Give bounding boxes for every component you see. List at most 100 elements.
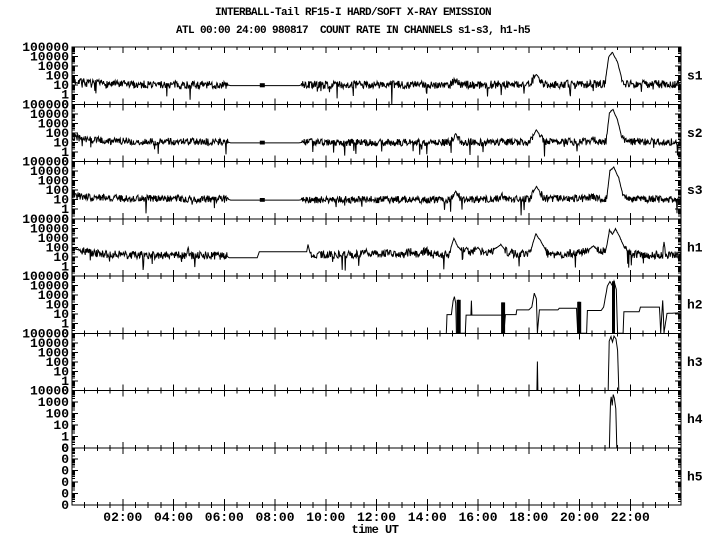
y-tick-label: 100000 [22, 97, 69, 112]
channel-label-h2: h2 [687, 298, 703, 313]
y-tick-label: 100000 [22, 40, 69, 55]
y-tick-label: 0 [61, 452, 69, 467]
panel-frame [71, 103, 682, 162]
y-tick-label: 100 [46, 406, 70, 421]
y-tick-label: 0 [61, 441, 69, 456]
y-tick-label: 1 [61, 374, 69, 389]
y-tick-label: 10 [53, 193, 69, 208]
y-tick-label: 1000 [38, 345, 69, 360]
channel-label-h4: h4 [687, 412, 703, 427]
series-h2 [445, 279, 681, 334]
y-tick-label: 100 [46, 355, 70, 370]
y-tick-label: 100000 [22, 155, 69, 170]
y-tick-label: 100 [46, 126, 70, 141]
y-tick-label: 1000 [38, 59, 69, 74]
channel-label-h5: h5 [687, 469, 703, 484]
x-tick-label: 08:00 [255, 510, 294, 525]
y-tick-label: 1000 [38, 395, 69, 410]
y-tick-label: 10000 [30, 336, 69, 351]
series-h4 [608, 394, 618, 448]
y-tick-label: 10 [53, 418, 69, 433]
panel-frame [71, 275, 682, 334]
chart-subtitle: ATL 00:00 24:00 980817 COUNT RATE IN CHA… [175, 25, 531, 37]
data-bar-s2 [259, 140, 265, 145]
panel-frame [71, 46, 682, 105]
panel-frame [71, 332, 682, 391]
y-tick-label: 1000 [38, 174, 69, 189]
y-tick-label: 100000 [22, 326, 69, 341]
y-tick-label: 10 [53, 364, 69, 379]
y-tick-label: 1000 [38, 288, 69, 303]
y-tick-label: 0 [61, 212, 69, 227]
y-tick-label: 100 [46, 69, 70, 84]
panel-frame [71, 447, 682, 506]
x-tick-label: 20:00 [560, 510, 599, 525]
y-tick-label: 100 [46, 298, 70, 313]
y-tick-label: 10000 [30, 50, 69, 65]
y-tick-label: 0 [61, 464, 69, 479]
x-tick-label: 12:00 [357, 510, 396, 525]
y-tick-label: 1 [61, 260, 69, 275]
y-tick-label: 10 [53, 135, 69, 150]
data-bar-h2 [612, 281, 615, 334]
y-tick-label: 1 [61, 202, 69, 217]
x-tick-label: 06:00 [205, 510, 244, 525]
panel-frame [71, 161, 682, 220]
y-tick-label: 10000 [30, 384, 69, 399]
y-tick-label: 1 [61, 145, 69, 160]
y-tick-label: 0 [61, 269, 69, 284]
y-tick-label: 10000 [30, 221, 69, 236]
series-s3 [72, 166, 681, 216]
y-tick-label: 10 [53, 78, 69, 93]
y-tick-label: 0 [61, 155, 69, 170]
data-bar-h2 [577, 301, 582, 334]
x-tick-label: 04:00 [154, 510, 193, 525]
series-h3 [607, 334, 620, 391]
panel-frame [71, 390, 682, 449]
y-tick-label: 10000 [30, 164, 69, 179]
channel-label-h3: h3 [687, 355, 703, 370]
panel-frame [71, 218, 682, 277]
data-bar-s1 [259, 83, 265, 88]
y-tick-label: 0 [61, 498, 69, 513]
y-tick-label: 10 [53, 250, 69, 265]
y-tick-label: 10000 [30, 107, 69, 122]
data-bar-h2 [456, 299, 461, 334]
y-tick-label: 100000 [22, 269, 69, 284]
y-tick-label: 1 [61, 88, 69, 103]
y-tick-label: 1000 [38, 231, 69, 246]
x-tick-label: 10:00 [306, 510, 345, 525]
y-tick-label: 100 [46, 183, 70, 198]
x-tick-label: 18:00 [509, 510, 548, 525]
series-s2 [72, 108, 681, 157]
x-axis-label: time UT [351, 523, 399, 537]
data-bar-h2 [501, 302, 506, 334]
channel-label-s3: s3 [687, 183, 703, 198]
y-tick-label: 100 [46, 240, 70, 255]
y-tick-label: 1 [61, 429, 69, 444]
channel-label-s1: s1 [687, 69, 703, 84]
x-tick-label: 14:00 [408, 510, 447, 525]
x-tick-label: 22:00 [611, 510, 650, 525]
y-tick-label: 0 [61, 475, 69, 490]
y-tick-label: 10000 [30, 279, 69, 294]
y-tick-label: 0 [61, 384, 69, 399]
y-tick-label: 1 [61, 317, 69, 332]
y-tick-label: 0 [61, 326, 69, 341]
channel-label-h1: h1 [687, 240, 703, 255]
y-tick-label: 10 [53, 307, 69, 322]
data-bar-s3 [259, 198, 265, 202]
x-tick-label: 02:00 [103, 510, 142, 525]
series-h3 [536, 361, 539, 391]
series-h1 [72, 227, 681, 271]
